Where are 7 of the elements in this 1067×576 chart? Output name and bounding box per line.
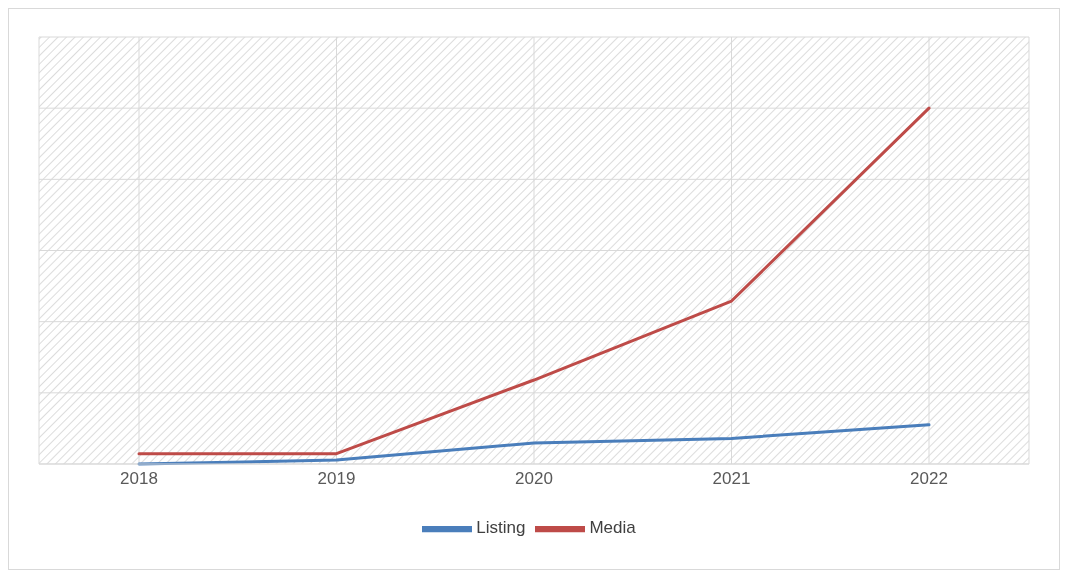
x-tick-label: 2020 [515, 469, 553, 489]
x-tick-label: 2019 [317, 469, 356, 489]
x-tick-label: 2022 [910, 469, 948, 489]
x-tick-label: 2018 [120, 469, 158, 489]
legend-label: Listing [476, 518, 526, 538]
legend-label: Media [589, 518, 636, 538]
x-tick-label: 2021 [712, 469, 751, 489]
